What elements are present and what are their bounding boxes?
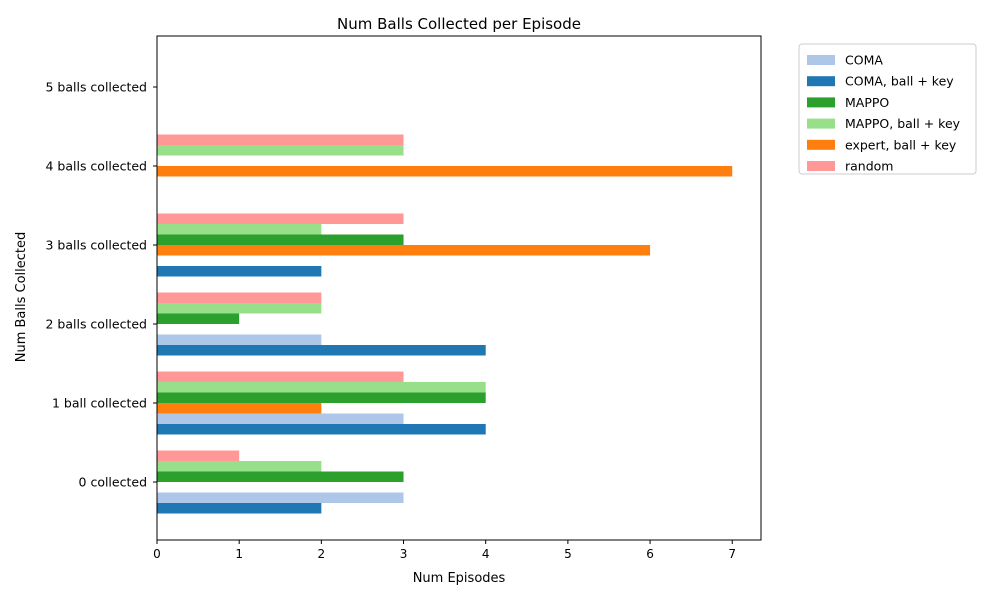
bar-coma-ball-key-3 bbox=[157, 266, 322, 277]
bar-coma-ball-key-1 bbox=[157, 424, 486, 435]
y-tick-label: 0 collected bbox=[79, 475, 147, 490]
bar-mappo-ball-key-3 bbox=[157, 224, 322, 235]
y-tick-label: 1 ball collected bbox=[52, 396, 147, 411]
legend-label: expert, ball + key bbox=[845, 137, 957, 152]
y-tick-label: 4 balls collected bbox=[45, 159, 147, 174]
bar-expert-ball-key-3 bbox=[157, 245, 651, 256]
legend-swatch bbox=[807, 76, 835, 87]
bar-mappo-ball-key-4 bbox=[157, 145, 404, 156]
bar-coma-1 bbox=[157, 413, 404, 424]
x-tick-label: 2 bbox=[318, 547, 326, 561]
x-tick-label: 0 bbox=[153, 547, 161, 561]
y-tick-label: 3 balls collected bbox=[45, 238, 147, 253]
legend-swatch bbox=[807, 118, 835, 129]
legend: COMA COMA, ball + key MAPPO MAPPO, ball + k… bbox=[798, 43, 977, 175]
legend-swatch bbox=[807, 97, 835, 108]
legend-label: random bbox=[845, 159, 893, 174]
x-tick-label: 5 bbox=[564, 547, 572, 561]
legend-label: COMA, ball + key bbox=[845, 74, 954, 89]
bar-random-2 bbox=[157, 292, 322, 303]
plot-frame bbox=[156, 35, 762, 541]
bar-coma-ball-key-0 bbox=[157, 503, 322, 514]
x-axis-ticks: 0 1 2 3 4 5 6 7 bbox=[153, 540, 736, 561]
legend-swatch bbox=[807, 161, 835, 171]
legend-label: MAPPO, ball + key bbox=[845, 116, 961, 131]
bar-random-0 bbox=[157, 450, 240, 461]
bar-mappo-2 bbox=[157, 313, 240, 324]
bar-random-4 bbox=[157, 134, 404, 145]
bar-random-3 bbox=[157, 213, 404, 224]
x-tick-label: 7 bbox=[728, 547, 736, 561]
y-tick-label: 5 balls collected bbox=[45, 80, 147, 95]
legend-box bbox=[798, 43, 977, 175]
bar-mappo-3 bbox=[157, 234, 404, 245]
bar-mappo-1 bbox=[157, 392, 486, 403]
legend-label: MAPPO bbox=[845, 95, 889, 110]
bar-coma-ball-key-2 bbox=[157, 345, 486, 356]
bar-mappo-ball-key-0 bbox=[157, 461, 322, 472]
legend-swatch bbox=[807, 139, 835, 150]
bars-group bbox=[157, 134, 733, 514]
bar-expert-ball-key-1 bbox=[157, 403, 322, 414]
bar-expert-ball-key-4 bbox=[157, 166, 733, 177]
y-axis-label: Num Balls Collected bbox=[14, 232, 29, 363]
bar-mappo-0 bbox=[157, 471, 404, 482]
bar-mappo-ball-key-2 bbox=[157, 303, 322, 314]
bar-coma-0 bbox=[157, 492, 404, 503]
legend-swatch bbox=[807, 55, 835, 65]
y-tick-label: 2 balls collected bbox=[45, 317, 147, 332]
x-axis-label: Num Episodes bbox=[413, 571, 506, 586]
bar-random-1 bbox=[157, 371, 404, 382]
x-tick-label: 4 bbox=[482, 547, 490, 561]
x-tick-label: 1 bbox=[235, 547, 243, 561]
x-tick-label: 3 bbox=[400, 547, 408, 561]
x-tick-label: 6 bbox=[646, 547, 654, 561]
y-axis-ticks: 0 collected 1 ball collected 2 balls colle… bbox=[45, 80, 157, 490]
legend-label: COMA bbox=[845, 53, 883, 68]
chart-title: Num Balls Collected per Episode bbox=[337, 15, 581, 33]
bar-coma-2 bbox=[157, 334, 322, 345]
bar-mappo-ball-key-1 bbox=[157, 382, 486, 393]
